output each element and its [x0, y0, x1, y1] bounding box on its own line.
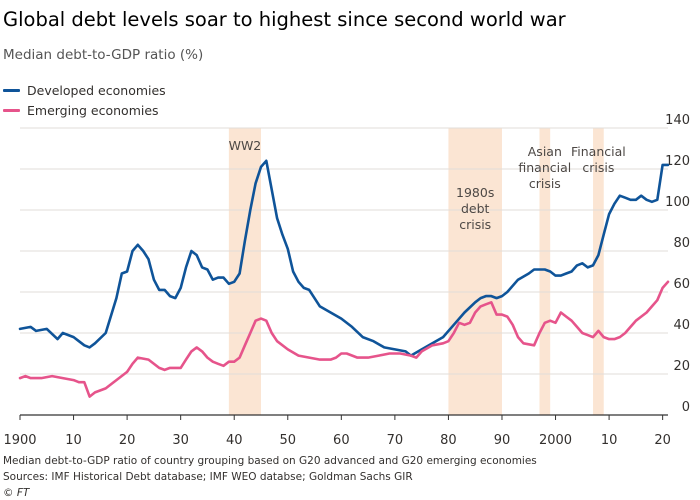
- chart-subtitle: Median debt-to-GDP ratio (%): [3, 47, 204, 63]
- x-tick-label: 10: [601, 433, 618, 448]
- x-tick-label: 80: [440, 433, 457, 448]
- shaded-period-2: [539, 128, 551, 415]
- legend: Developed economies Emerging economies: [3, 81, 166, 121]
- y-tick-label: 40: [673, 318, 690, 333]
- shaded-period-3: [593, 128, 604, 415]
- shaded-period-0: [228, 128, 261, 415]
- legend-swatch-emerging: [3, 108, 20, 112]
- legend-label-emerging: Emerging economies: [27, 102, 159, 118]
- legend-label-developed: Developed economies: [27, 82, 166, 98]
- legend-item-emerging: Emerging economies: [3, 101, 166, 119]
- y-tick-label: 20: [673, 359, 690, 374]
- x-tick-label: 1900: [3, 433, 36, 448]
- period-label-3: Financial crisis: [571, 144, 626, 175]
- y-tick-label: 120: [665, 154, 690, 169]
- footnote-credit: © FT: [3, 487, 30, 499]
- x-tick-label: 30: [172, 433, 189, 448]
- y-tick-label: 80: [673, 236, 690, 251]
- y-tick-label: 60: [673, 277, 690, 292]
- period-label-0: WW2: [229, 138, 262, 153]
- series-line-developed: [18, 159, 670, 357]
- y-tick-label: 0: [682, 400, 690, 415]
- footnote-note: Median debt-to-GDP ratio of country grou…: [3, 455, 537, 467]
- period-label-2: Asian financial crisis: [518, 144, 571, 191]
- legend-item-developed: Developed economies: [3, 81, 166, 99]
- x-tick-label: 60: [333, 433, 350, 448]
- x-tick-label: 40: [226, 433, 243, 448]
- x-tick-label: 70: [387, 433, 404, 448]
- x-tick-label: 50: [279, 433, 296, 448]
- footnote-sources: Sources: IMF Historical Debt database; I…: [3, 471, 413, 483]
- x-tick-label: 10: [65, 433, 82, 448]
- legend-swatch-developed: [3, 88, 20, 92]
- series-line-emerging: [18, 280, 670, 398]
- x-tick-label: 20: [654, 433, 671, 448]
- period-label-1: 1980s debt crisis: [456, 185, 494, 232]
- shaded-period-1: [448, 128, 502, 415]
- chart-title: Global debt levels soar to highest since…: [3, 8, 566, 31]
- x-tick-label: 20: [119, 433, 136, 448]
- x-tick-label: 90: [494, 433, 511, 448]
- x-tick-label: 2000: [539, 433, 572, 448]
- y-tick-label: 140: [665, 113, 690, 128]
- y-tick-label: 100: [665, 195, 690, 210]
